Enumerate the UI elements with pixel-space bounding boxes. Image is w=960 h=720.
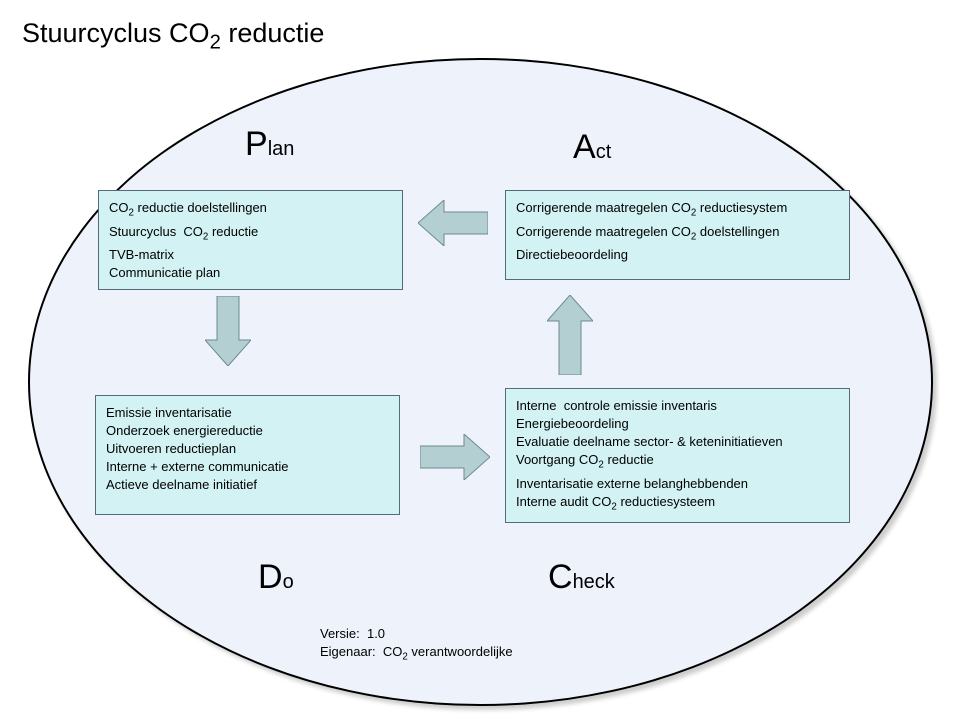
arrow-check-to-act (547, 295, 593, 375)
pdca-ellipse (28, 58, 933, 706)
arrow-do-to-check (420, 434, 490, 480)
phase-plan-cap: P (245, 125, 268, 163)
phase-act-label: Act (573, 128, 611, 167)
footer-version: Versie: 1.0 (320, 625, 513, 643)
ellipse-shape (28, 58, 933, 706)
footer-owner: Eigenaar: CO2 verantwoordelijke (320, 643, 513, 667)
phase-plan-rest: lan (268, 138, 295, 160)
phase-plan-label: Plan (245, 125, 294, 164)
do-box: Emissie inventarisatieOnderzoek energier… (95, 395, 400, 515)
diagram-footer: Versie: 1.0 Eigenaar: CO2 verantwoordeli… (320, 625, 513, 667)
phase-do-rest: o (283, 571, 294, 593)
phase-check-cap: C (548, 558, 573, 596)
phase-check-rest: heck (573, 571, 615, 593)
phase-act-cap: A (573, 128, 596, 166)
phase-check-label: Check (548, 558, 615, 597)
phase-do-cap: D (258, 558, 283, 596)
phase-do-label: Do (258, 558, 294, 597)
arrow-act-to-plan (418, 200, 488, 246)
diagram-title: Stuurcyclus CO2 reductie (22, 18, 324, 54)
check-box: Interne controle emissie inventarisEnerg… (505, 388, 850, 523)
plan-box: CO2 reductie doelstellingenStuurcyclus C… (98, 190, 403, 290)
arrow-plan-to-do (205, 296, 251, 366)
act-box: Corrigerende maatregelen CO2 reductiesys… (505, 190, 850, 280)
phase-act-rest: ct (596, 141, 612, 163)
